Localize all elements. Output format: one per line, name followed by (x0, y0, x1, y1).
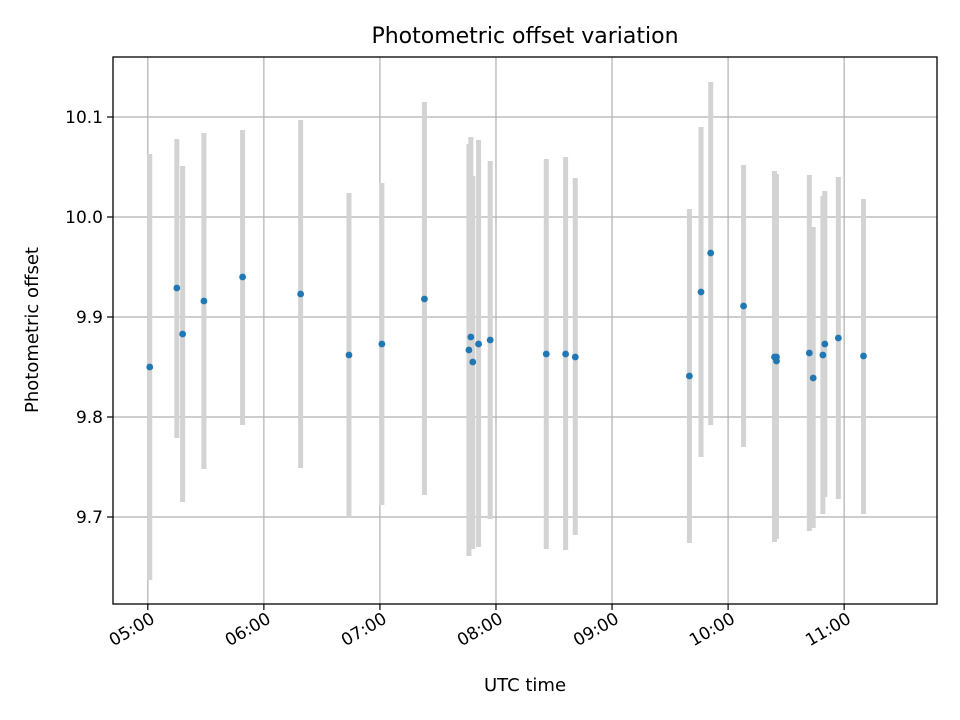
data-point (707, 249, 715, 257)
data-point (571, 353, 579, 361)
data-point (486, 336, 494, 344)
data-point (297, 290, 305, 298)
y-tick-label: 9.8 (76, 408, 103, 428)
y-tick-label: 10.1 (65, 108, 103, 128)
y-tick-label: 9.9 (76, 308, 103, 328)
data-point (809, 374, 817, 382)
data-point (805, 349, 813, 357)
data-point (860, 352, 867, 360)
data-point (179, 330, 187, 338)
data-point (697, 288, 705, 296)
data-point (542, 350, 550, 358)
data-point (469, 358, 477, 366)
data-point (421, 295, 428, 303)
data-point (146, 363, 154, 371)
data-point (686, 372, 693, 380)
y-axis-label: Photometric offset (22, 247, 43, 413)
data-points (146, 249, 867, 382)
data-point (475, 340, 482, 348)
plot-frame (112, 56, 938, 605)
data-point (819, 351, 827, 359)
data-point (239, 273, 246, 281)
data-point (562, 350, 570, 358)
x-axis-label: UTC time (484, 675, 566, 696)
data-point (200, 297, 208, 305)
chart-title: Photometric offset variation (371, 24, 678, 49)
data-point (467, 333, 475, 341)
data-point (465, 346, 473, 354)
data-point (378, 340, 386, 348)
y-tick-label: 10.0 (65, 208, 103, 228)
data-point (834, 334, 842, 342)
data-point (345, 351, 353, 359)
data-point (821, 340, 829, 348)
data-point (173, 284, 181, 292)
y-tick-label: 9.7 (76, 508, 103, 528)
data-point (740, 302, 747, 310)
data-point (773, 353, 780, 361)
